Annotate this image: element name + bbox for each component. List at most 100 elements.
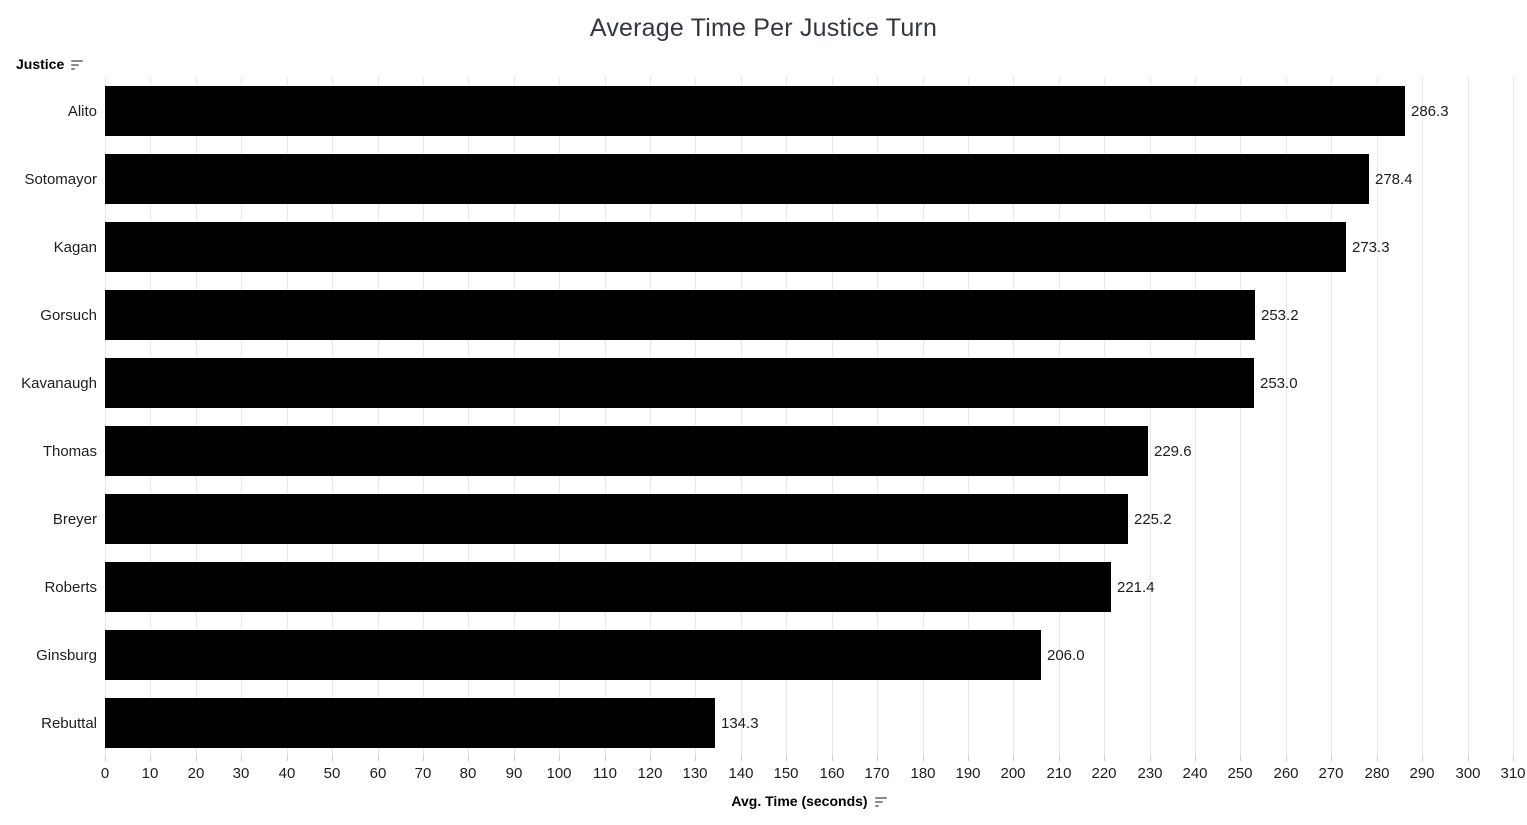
value-label: 253.2 (1261, 306, 1299, 324)
gridline (241, 77, 242, 755)
gridline (741, 77, 742, 755)
axis-tick-label: 260 (1273, 765, 1299, 782)
x-axis-label: Avg. Time (seconds) (731, 793, 868, 809)
category-label-sotomayor[interactable]: Sotomayor (24, 170, 97, 188)
gridline (968, 77, 969, 755)
gridline (150, 77, 151, 755)
axis-tick-label: 80 (459, 765, 477, 782)
axis-tick (832, 755, 833, 761)
axis-tick (877, 755, 878, 761)
gridline (1377, 77, 1378, 755)
axis-tick-label: 250 (1227, 765, 1253, 782)
gridline (559, 77, 560, 755)
gridline (468, 77, 469, 755)
gridline (105, 77, 106, 755)
gridline (1150, 77, 1151, 755)
axis-tick (1286, 755, 1287, 761)
axis-tick (1377, 755, 1378, 761)
value-label: 278.4 (1375, 170, 1413, 188)
value-label: 206.0 (1047, 646, 1085, 664)
axis-tick-label: 160 (819, 765, 845, 782)
gridline (786, 77, 787, 755)
row-field-header: Justice (16, 56, 84, 72)
value-label: 273.3 (1352, 238, 1390, 256)
axis-tick-label: 20 (187, 765, 205, 782)
category-label-ginsburg[interactable]: Ginsburg (36, 646, 97, 664)
axis-tick (150, 755, 151, 761)
category-label-rebuttal[interactable]: Rebuttal (41, 714, 97, 732)
value-label: 286.3 (1411, 102, 1449, 120)
bar-sotomayor[interactable] (105, 154, 1369, 204)
axis-tick (514, 755, 515, 761)
axis-tick (786, 755, 787, 761)
axis-tick (1331, 755, 1332, 761)
axis-tick-label: 30 (232, 765, 250, 782)
axis-tick (559, 755, 560, 761)
axis-tick-label: 230 (1137, 765, 1163, 782)
value-label: 253.0 (1260, 374, 1298, 392)
category-label-breyer[interactable]: Breyer (52, 510, 97, 528)
axis-tick-label: 60 (369, 765, 387, 782)
axis-tick (650, 755, 651, 761)
bar-thomas[interactable] (105, 426, 1148, 476)
axis-tick (1150, 755, 1151, 761)
axis-tick (741, 755, 742, 761)
bar-breyer[interactable] (105, 494, 1128, 544)
value-label: 229.6 (1154, 442, 1192, 460)
row-field-label: Justice (16, 56, 65, 72)
category-label-kavanaugh[interactable]: Kavanaugh (21, 374, 97, 392)
axis-tick (1422, 755, 1423, 761)
gridline (1104, 77, 1105, 755)
axis-tick-label: 40 (278, 765, 296, 782)
gridline (1195, 77, 1196, 755)
gridline (650, 77, 651, 755)
category-label-kagan[interactable]: Kagan (53, 238, 97, 256)
axis-tick (605, 755, 606, 761)
axis-tick (1513, 755, 1514, 761)
bar-kavanaugh[interactable] (105, 358, 1254, 408)
axis-tick-label: 220 (1091, 765, 1117, 782)
axis-tick (468, 755, 469, 761)
gridline (832, 77, 833, 755)
axis-tick (378, 755, 379, 761)
axis-tick-label: 190 (955, 765, 981, 782)
axis-tick-label: 50 (323, 765, 341, 782)
gridline (378, 77, 379, 755)
bar-gorsuch[interactable] (105, 290, 1255, 340)
axis-tick-label: 150 (773, 765, 799, 782)
bar-kagan[interactable] (105, 222, 1346, 272)
axis-tick (1013, 755, 1014, 761)
axis-tick-label: 200 (1000, 765, 1026, 782)
bar-ginsburg[interactable] (105, 630, 1041, 680)
axis-tick (105, 755, 106, 761)
plot-area: 286.3 278.4 273.3 253.2 253.0 229.6 225.2 221.4… (105, 77, 1514, 755)
sort-descending-icon[interactable] (71, 59, 84, 70)
category-label-alito[interactable]: Alito (67, 102, 97, 120)
bar-alito[interactable] (105, 86, 1405, 136)
category-label-gorsuch[interactable]: Gorsuch (40, 306, 97, 324)
gridline (423, 77, 424, 755)
x-axis-field-header: Avg. Time (seconds) (105, 793, 1513, 809)
gridline (1286, 77, 1287, 755)
axis-tick-label: 170 (864, 765, 890, 782)
axis-tick (1468, 755, 1469, 761)
axis-tick-label: 90 (505, 765, 523, 782)
axis-tick-label: 300 (1455, 765, 1481, 782)
axis-tick (968, 755, 969, 761)
gridline (1331, 77, 1332, 755)
gridline (1059, 77, 1060, 755)
gridline (1513, 77, 1514, 755)
sort-descending-icon[interactable] (874, 796, 887, 807)
axis-tick-label: 70 (414, 765, 432, 782)
bar-rebuttal[interactable] (105, 698, 715, 748)
axis-tick (287, 755, 288, 761)
axis-tick-label: 100 (546, 765, 572, 782)
category-label-thomas[interactable]: Thomas (42, 442, 97, 460)
bar-roberts[interactable] (105, 562, 1111, 612)
axis-tick (1240, 755, 1241, 761)
axis-tick-label: 130 (682, 765, 708, 782)
axis-tick-label: 180 (910, 765, 936, 782)
category-label-roberts[interactable]: Roberts (44, 578, 97, 596)
gridline (1468, 77, 1469, 755)
